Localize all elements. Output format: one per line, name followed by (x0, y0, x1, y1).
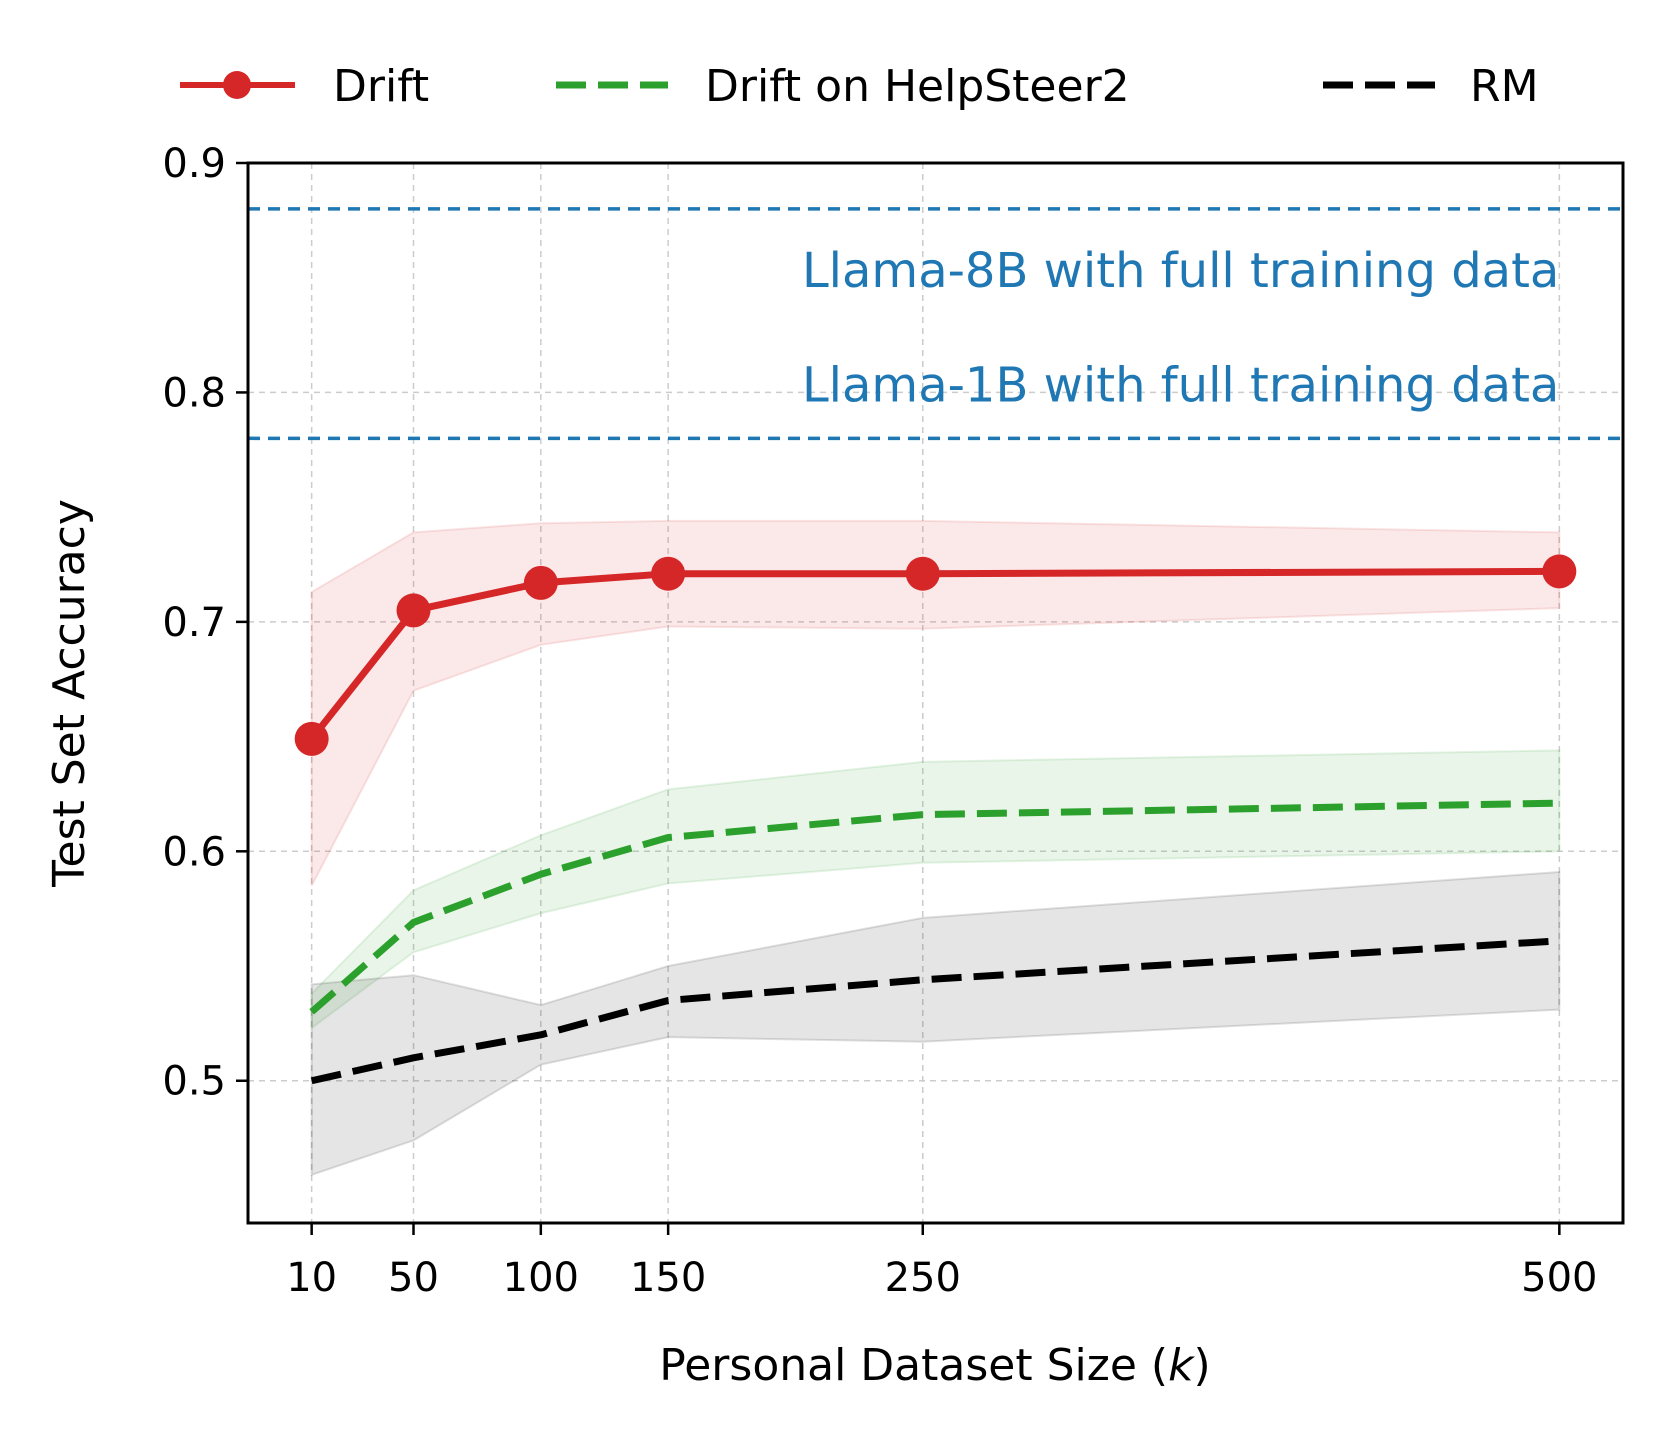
confidence-bands (310, 519, 1561, 1177)
rm-line (310, 937, 1560, 1085)
drift-point (651, 556, 686, 591)
legend-marker-drift (223, 71, 251, 99)
x-tick-label: 500 (1521, 1255, 1597, 1301)
reference-lines: Llama-8B with full training data Llama-1B… (248, 207, 1623, 441)
legend-label-helpsteer2: Drift on HelpSteer2 (705, 61, 1130, 112)
drift-point (1542, 554, 1577, 589)
drift-point (905, 556, 940, 591)
x-tick-label: 50 (388, 1255, 439, 1301)
y-tick-label: 0.7 (162, 600, 226, 646)
y-tick-label: 0.8 (162, 370, 226, 416)
x-axis-title: Personal Dataset Size (k) (659, 1340, 1210, 1391)
x-tick-label: 100 (503, 1255, 579, 1301)
drift-point (294, 721, 329, 756)
y-tick-label: 0.5 (162, 1059, 226, 1105)
x-tick-label: 150 (630, 1255, 706, 1301)
y-tick-label: 0.6 (162, 829, 226, 875)
drift-point (396, 593, 431, 628)
reference-label-llama-1b: Llama-1B with full training data (802, 358, 1559, 414)
drift-line (308, 567, 1560, 742)
legend-label-drift: Drift (333, 61, 429, 112)
drift-band (310, 519, 1561, 887)
axis-ticks: 10 50 100 150 250 500 0.5 0.6 0.7 0.8 0.9 (162, 141, 1597, 1301)
y-axis-title: Test Set Accuracy (44, 499, 95, 888)
legend-label-rm: RM (1470, 61, 1539, 112)
helpsteer2-line (309, 799, 1560, 1015)
helpsteer2-band (310, 749, 1561, 1030)
legend: Drift Drift on HelpSteer2 RM (180, 61, 1539, 112)
series-lines (294, 554, 1577, 1085)
reference-label-llama-8b: Llama-8B with full training data (802, 243, 1559, 299)
rm-band (310, 870, 1561, 1177)
y-tick-label: 0.9 (162, 141, 226, 187)
x-tick-label: 10 (286, 1255, 337, 1301)
drift-point (523, 565, 558, 600)
plot-frame (246, 161, 1625, 1225)
x-tick-label: 250 (885, 1255, 961, 1301)
